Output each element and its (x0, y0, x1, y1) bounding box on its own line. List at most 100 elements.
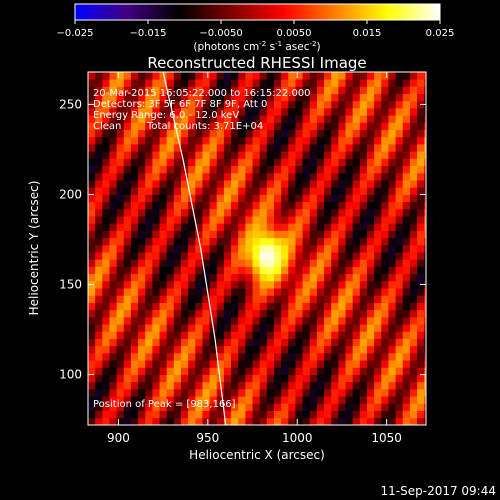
heatmap-cell (402, 151, 411, 159)
heatmap-cell (102, 324, 110, 332)
heatmap-cell (395, 93, 404, 102)
heatmap-cell (288, 331, 296, 339)
heatmap-cell (180, 180, 189, 188)
heatmap-cell (109, 352, 118, 361)
heatmap-cell (252, 403, 261, 411)
heatmap-cell (316, 165, 325, 174)
heatmap-cell (374, 352, 382, 361)
heatmap-cell (424, 338, 426, 347)
heatmap-cell (309, 403, 318, 411)
heatmap-cell (409, 352, 418, 361)
heatmap-cell (159, 223, 168, 231)
heatmap-cell (195, 230, 203, 239)
heatmap-cell (130, 237, 139, 246)
heatmap-cell (345, 165, 354, 174)
heatmap-cell (166, 86, 175, 95)
heatmap-cell (159, 115, 168, 123)
heatmap-cell (366, 230, 375, 239)
y-tick-label: 250 (59, 97, 82, 111)
heatmap-cell (159, 352, 168, 361)
heatmap-cell (209, 410, 218, 419)
heatmap-cell (374, 144, 382, 152)
heatmap-cell (88, 201, 96, 210)
heatmap-cell (138, 403, 146, 411)
heatmap-cell (130, 417, 139, 425)
heatmap-cell (266, 79, 275, 87)
heatmap-cell (366, 151, 375, 159)
heatmap-cell (366, 396, 375, 404)
heatmap-cell (95, 115, 103, 123)
heatmap-cell (130, 72, 139, 80)
heatmap-cell (231, 352, 239, 361)
heatmap-cell (409, 316, 418, 325)
heatmap-cell (223, 388, 232, 397)
heatmap-cell (88, 403, 96, 411)
heatmap-cell (180, 79, 189, 87)
heatmap-cell (402, 403, 411, 411)
heatmap-cell (223, 244, 232, 253)
heatmap-cell (188, 352, 196, 361)
heatmap-cell (223, 410, 232, 419)
heatmap-cell (152, 396, 160, 404)
heatmap-cell (331, 72, 339, 80)
heatmap-cell (338, 295, 346, 303)
heatmap-cell (202, 288, 211, 296)
heatmap-cell (145, 309, 153, 318)
heatmap-cell (130, 86, 139, 95)
heatmap-cell (231, 115, 239, 123)
heatmap-cell (188, 388, 196, 397)
heatmap-cell (281, 158, 289, 167)
heatmap-cell (381, 158, 389, 167)
heatmap-cell (366, 280, 375, 289)
heatmap-cell (316, 316, 325, 325)
heatmap-cell (338, 266, 346, 275)
heatmap-cell (109, 237, 118, 246)
heatmap-cell (281, 295, 289, 303)
heatmap-cell (238, 216, 246, 224)
heatmap-cell (231, 280, 239, 289)
heatmap-cell (231, 144, 239, 152)
heatmap-cell (216, 237, 225, 246)
heatmap-cell (266, 208, 275, 217)
heatmap-cell (245, 288, 253, 296)
heatmap-cell (159, 122, 168, 131)
heatmap-cell (202, 100, 211, 109)
heatmap-cell (273, 381, 282, 390)
heatmap-cell (109, 165, 118, 174)
heatmap-cell (252, 259, 261, 267)
heatmap-cell (273, 100, 282, 109)
heatmap-cell (209, 108, 218, 116)
heatmap-cell (223, 237, 232, 246)
heatmap-cell (259, 230, 268, 239)
heatmap-cell (159, 295, 168, 303)
heatmap-cell (273, 244, 282, 253)
heatmap-cell (331, 259, 339, 267)
heatmap-cell (331, 403, 339, 411)
heatmap-cell (295, 86, 304, 95)
heatmap-cell (252, 72, 261, 80)
heatmap-cell (159, 302, 168, 311)
heatmap-cell (424, 158, 426, 167)
heatmap-cell (130, 388, 139, 397)
heatmap-cell (316, 115, 325, 123)
heatmap-cell (216, 194, 225, 203)
heatmap-cell (231, 72, 239, 80)
heatmap-cell (138, 79, 146, 87)
heatmap-cell (324, 360, 332, 368)
heatmap-cell (130, 172, 139, 181)
heatmap-cell (316, 374, 325, 383)
heatmap-cell (180, 388, 189, 397)
heatmap-cell (245, 381, 253, 390)
heatmap-cell (309, 100, 318, 109)
heatmap-cell (309, 129, 318, 138)
heatmap-cell (424, 180, 426, 188)
heatmap-cell (209, 151, 218, 159)
heatmap-cell (338, 86, 346, 95)
heatmap-cell (417, 216, 425, 224)
heatmap-cell (159, 374, 168, 383)
heatmap-cell (417, 244, 425, 253)
heatmap-cell (202, 79, 211, 87)
heatmap-cell (381, 79, 389, 87)
heatmap-cell (266, 201, 275, 210)
heatmap-cell (302, 223, 311, 231)
